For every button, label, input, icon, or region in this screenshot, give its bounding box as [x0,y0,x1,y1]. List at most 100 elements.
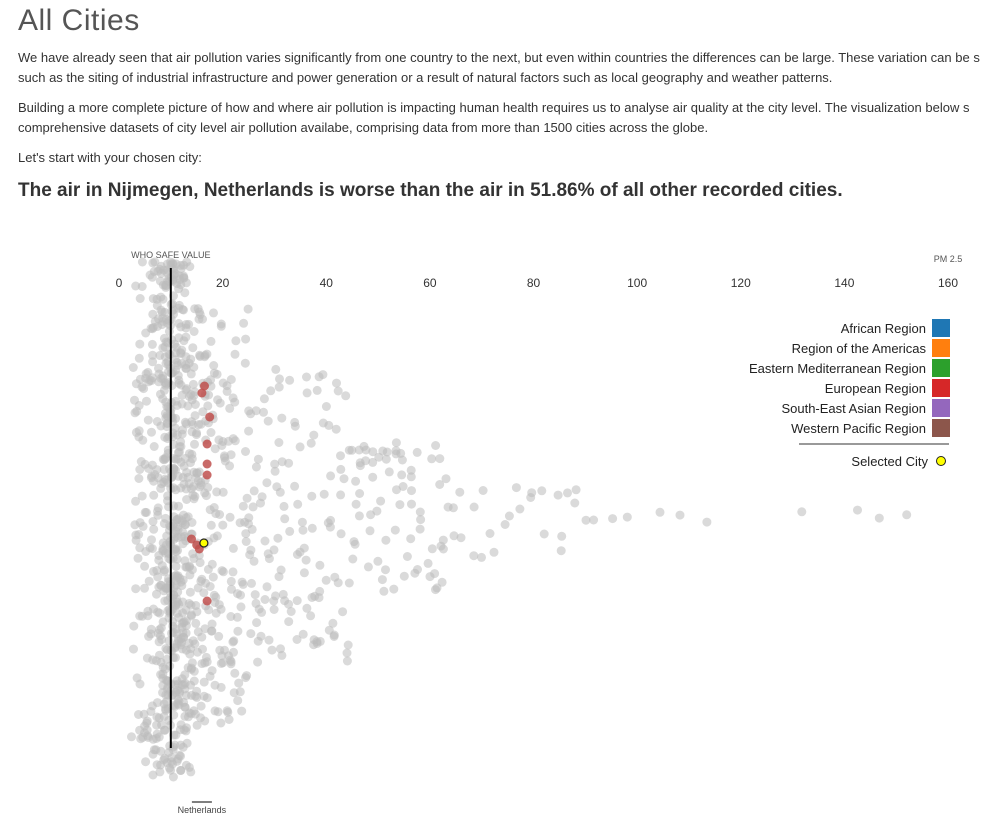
city-dot[interactable] [219,451,229,461]
city-dot[interactable] [478,486,488,495]
city-dot[interactable] [797,507,807,517]
city-dot[interactable] [174,501,183,511]
city-dot[interactable] [675,510,685,520]
city-dot[interactable] [201,491,211,501]
city-dot[interactable] [489,547,499,557]
city-dot[interactable] [441,474,451,484]
city-dot[interactable] [297,517,307,527]
city-dot[interactable] [427,454,437,464]
city-dot[interactable] [192,428,202,438]
city-dot[interactable] [133,553,143,563]
city-dot[interactable] [240,358,250,368]
city-dot[interactable] [225,461,235,471]
city-dot[interactable] [236,590,245,600]
city-dot[interactable] [306,611,316,621]
city-dot[interactable] [140,721,150,731]
city-dot[interactable] [202,349,212,359]
city-dot[interactable] [246,545,256,555]
city-dot[interactable] [183,472,193,482]
city-dot[interactable] [233,626,243,636]
city-dot[interactable] [241,334,251,344]
city-dot[interactable] [144,576,154,586]
city-dot[interactable] [195,482,205,492]
city-dot[interactable] [148,770,158,780]
city-dot[interactable] [244,513,254,523]
city-dot[interactable] [237,577,247,587]
city-dot[interactable] [188,379,198,389]
city-dot[interactable] [174,696,184,706]
city-dot[interactable] [137,282,147,291]
city-dot[interactable] [230,349,240,359]
city-dot[interactable] [153,506,162,516]
city-dot[interactable] [189,327,199,336]
city-dot[interactable] [209,361,219,370]
city-dot[interactable] [314,593,324,603]
city-dot[interactable] [702,517,712,527]
city-dot[interactable] [292,635,302,644]
city-dot[interactable] [186,664,196,674]
city-dot[interactable] [131,496,141,506]
city-dot[interactable] [145,543,155,553]
city-dot[interactable] [448,503,458,513]
city-dot[interactable] [247,524,257,534]
city-dot[interactable] [150,257,160,267]
city-dot[interactable] [563,488,572,498]
city-dot[interactable] [381,565,390,575]
city-dot[interactable] [173,360,183,370]
city-dot[interactable] [270,466,280,476]
city-dot[interactable] [315,636,325,646]
city-dot[interactable] [186,354,196,364]
city-dot[interactable] [277,650,287,660]
city-dot[interactable] [539,529,549,539]
city-dot[interactable] [199,677,209,687]
city-dot[interactable] [225,512,235,522]
city-dot[interactable] [148,517,158,526]
city-dot[interactable] [275,487,285,497]
city-dot[interactable] [141,369,151,379]
city-dot[interactable] [336,490,346,500]
city-dot[interactable] [318,370,328,380]
city-dot[interactable] [158,294,168,304]
city-dot[interactable] [140,507,150,517]
city-dot[interactable] [381,535,391,545]
city-dot[interactable] [285,375,295,385]
city-dot[interactable] [230,436,240,446]
city-dot[interactable] [256,631,266,641]
european-city-dot[interactable] [205,412,215,422]
city-dot[interactable] [179,510,188,520]
city-dot[interactable] [469,502,479,512]
city-dot[interactable] [299,543,309,553]
city-dot[interactable] [140,583,149,593]
city-dot[interactable] [192,692,202,702]
city-dot[interactable] [171,413,181,423]
city-dot[interactable] [348,554,358,564]
city-dot[interactable] [144,464,153,473]
city-dot[interactable] [228,393,238,403]
city-dot[interactable] [341,391,351,401]
city-dot[interactable] [263,416,273,426]
city-dot[interactable] [336,451,345,461]
city-dot[interactable] [267,645,277,655]
city-dot[interactable] [206,336,216,346]
city-dot[interactable] [504,511,514,521]
european-city-dot[interactable] [200,381,209,391]
city-dot[interactable] [181,726,191,736]
city-dot[interactable] [196,701,206,711]
city-dot[interactable] [622,512,632,522]
city-dot[interactable] [212,531,222,541]
city-dot[interactable] [204,605,214,615]
city-dot[interactable] [235,687,245,697]
city-dot[interactable] [182,738,192,748]
city-dot[interactable] [398,482,408,491]
european-city-dot[interactable] [197,388,207,398]
city-dot[interactable] [381,454,391,464]
city-dot[interactable] [135,679,145,689]
city-dot[interactable] [902,510,912,520]
city-dot[interactable] [326,471,336,481]
city-dot[interactable] [379,586,389,596]
city-dot[interactable] [354,511,364,521]
city-dot[interactable] [302,388,312,398]
city-dot[interactable] [189,362,199,372]
city-dot[interactable] [402,552,412,561]
city-dot[interactable] [216,604,226,614]
